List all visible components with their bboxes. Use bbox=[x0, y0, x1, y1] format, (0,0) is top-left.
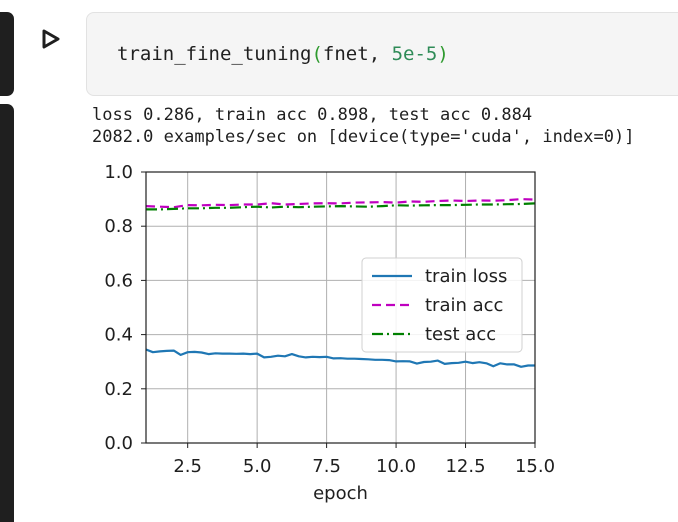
code-line: train_fine_tuning(fnet, 5e-5) bbox=[117, 43, 449, 65]
output-line-throughput: 2082.0 examples/sec on [device(type='cud… bbox=[92, 127, 635, 147]
y-tick-label: 0.8 bbox=[104, 216, 133, 237]
series-line-train-acc bbox=[145, 198, 536, 209]
y-tick-label: 0.0 bbox=[104, 433, 133, 454]
x-axis-label: epoch bbox=[313, 483, 368, 504]
output-gutter-bar bbox=[0, 104, 14, 522]
play-triangle-icon bbox=[42, 29, 60, 49]
close-paren: ) bbox=[437, 43, 449, 65]
plot-frame bbox=[145, 171, 536, 444]
series-line-train-loss bbox=[145, 348, 535, 368]
x-tick-label: 10.0 bbox=[376, 456, 416, 477]
arg-separator: , bbox=[368, 43, 392, 65]
x-tick-label: 15.0 bbox=[515, 456, 555, 477]
open-paren: ( bbox=[311, 43, 323, 65]
cell-gutter-bar bbox=[0, 12, 14, 96]
y-tick-label: 1.0 bbox=[104, 162, 133, 183]
series-line-test-acc bbox=[146, 202, 536, 211]
run-cell-button[interactable] bbox=[38, 26, 64, 52]
y-tick-label: 0.2 bbox=[104, 379, 133, 400]
arg-net: fnet bbox=[322, 43, 369, 65]
y-tick-label: 0.4 bbox=[104, 325, 133, 346]
x-tick-label: 12.5 bbox=[445, 456, 485, 477]
function-name: train_fine_tuning bbox=[117, 43, 312, 65]
legend-label-train-acc: train acc bbox=[425, 295, 503, 316]
output-text: loss 0.286, train acc 0.898, test acc 0.… bbox=[92, 104, 634, 148]
output-line-metrics: loss 0.286, train acc 0.898, test acc 0.… bbox=[92, 105, 533, 125]
arg-learning-rate: 5e-5 bbox=[391, 43, 438, 65]
x-tick-label: 2.5 bbox=[173, 456, 202, 477]
code-cell[interactable]: train_fine_tuning(fnet, 5e-5) bbox=[86, 12, 678, 96]
legend-label-train-loss: train loss bbox=[425, 266, 507, 287]
x-tick-label: 5.0 bbox=[243, 456, 272, 477]
legend-label-test-acc: test acc bbox=[425, 324, 496, 345]
x-tick-label: 7.5 bbox=[312, 456, 341, 477]
y-tick-label: 0.6 bbox=[104, 270, 133, 291]
legend-box bbox=[361, 257, 523, 353]
